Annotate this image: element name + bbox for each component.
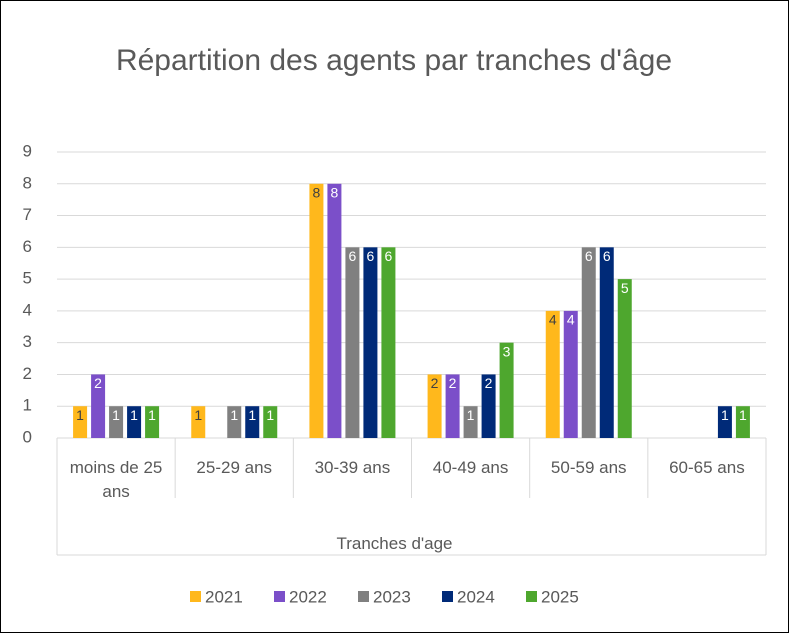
bar (599, 247, 614, 438)
x-tick-label: 40-49 ans (432, 458, 509, 477)
bar (545, 310, 560, 438)
bar (345, 247, 360, 438)
data-label: 6 (585, 248, 593, 264)
x-tick-label: moins de 25 ans (69, 458, 163, 501)
bar (263, 406, 278, 438)
y-tick-label: 8 (23, 173, 32, 192)
data-label: 4 (549, 312, 557, 328)
data-label: 6 (367, 248, 375, 264)
data-label: 4 (567, 312, 575, 328)
data-label: 1 (130, 407, 138, 423)
data-label: 1 (76, 407, 84, 423)
bar (381, 247, 396, 438)
data-label: 2 (485, 375, 493, 391)
bar (581, 247, 596, 438)
data-label: 1 (739, 407, 747, 423)
bar (327, 183, 342, 438)
bar (363, 247, 378, 438)
x-tick-label: 50-59 ans (550, 458, 627, 477)
bar (109, 406, 124, 438)
bar (191, 406, 206, 438)
y-tick-label: 4 (23, 300, 32, 319)
bar (127, 406, 142, 438)
bar (145, 406, 160, 438)
legend-swatch (190, 591, 201, 602)
data-label: 2 (431, 375, 439, 391)
y-tick-label: 5 (23, 269, 32, 288)
bar (735, 406, 750, 438)
y-tick-label: 9 (23, 141, 32, 160)
data-label: 8 (331, 184, 339, 200)
data-label: 5 (621, 280, 629, 296)
bar (717, 406, 732, 438)
data-label: 1 (266, 407, 274, 423)
legend-swatch (442, 591, 453, 602)
data-label: 1 (467, 407, 475, 423)
data-label: 1 (112, 407, 120, 423)
y-tick-label: 3 (23, 332, 32, 351)
data-label: 2 (449, 375, 457, 391)
bar (499, 342, 514, 438)
data-label: 8 (313, 184, 321, 200)
bar (427, 374, 442, 438)
bar (91, 374, 106, 438)
legend-label: 2022 (289, 587, 327, 606)
x-axis-label: Tranches d'age (336, 534, 453, 553)
data-label: 1 (721, 407, 729, 423)
data-label: 6 (603, 248, 611, 264)
bar (563, 310, 578, 438)
legend-swatch (358, 591, 369, 602)
x-tick-label: 60-65 ans (669, 458, 745, 477)
y-tick-label: 1 (23, 396, 32, 415)
y-tick-label: 0 (23, 427, 32, 446)
bar (73, 406, 88, 438)
data-label: 1 (248, 407, 256, 423)
y-tick-label: 6 (23, 237, 32, 256)
bar (245, 406, 260, 438)
data-label: 6 (385, 248, 393, 264)
legend-label: 2024 (457, 587, 495, 606)
data-label: 6 (349, 248, 357, 264)
y-tick-label: 2 (23, 364, 32, 383)
legend-label: 2025 (541, 587, 579, 606)
data-label: 3 (503, 343, 511, 359)
bar (445, 374, 460, 438)
legend-label: 2023 (373, 587, 411, 606)
legend-swatch (526, 591, 537, 602)
legend-swatch (274, 591, 285, 602)
bar (481, 374, 496, 438)
x-tick-label: 30-39 ans (314, 458, 391, 477)
x-tick-label: 25-29 ans (196, 458, 273, 477)
bar (309, 183, 324, 438)
y-tick-label: 7 (23, 205, 32, 224)
legend-label: 2021 (205, 587, 243, 606)
data-label: 1 (148, 407, 156, 423)
data-label: 2 (94, 375, 102, 391)
bar (463, 406, 478, 438)
data-label: 1 (230, 407, 238, 423)
bar (617, 279, 632, 438)
bar (227, 406, 242, 438)
data-label: 1 (194, 407, 202, 423)
chart-title: Répartition des agents par tranches d'âg… (115, 44, 673, 77)
